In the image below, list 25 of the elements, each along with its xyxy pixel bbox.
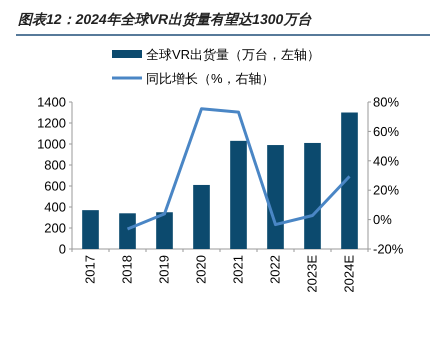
y2-tick-label: -20%: [373, 242, 404, 256]
x-tick-label: 2021: [230, 255, 246, 284]
x-tick-label: 2017: [82, 255, 98, 284]
x-tick-label: 2019: [156, 255, 172, 284]
y-tick-label: 400: [44, 200, 66, 214]
x-tick-label: 2022: [268, 255, 282, 284]
x-tick-label: 2024E: [342, 254, 356, 293]
y-tick-label: 1000: [37, 136, 66, 152]
y2-tick-label: 20%: [373, 182, 400, 198]
y-tick-label: 200: [44, 220, 66, 236]
legend-label: 同比增长（%，右轴）: [146, 71, 275, 86]
x-tick-label: 2018: [120, 255, 134, 284]
y-tick-label: 1400: [37, 94, 66, 110]
title: 图表12：2024年全球VR出货量有望达1300万台: [18, 11, 312, 27]
legend-label: 全球VR出货量（万台，左轴）: [146, 47, 320, 62]
x-tick-label: 2023E: [304, 254, 320, 293]
y2-tick-label: 60%: [373, 124, 400, 139]
x-tick-label: 2020: [194, 255, 208, 284]
y-tick-label: 600: [44, 178, 66, 194]
y-tick-label: 0: [58, 242, 66, 256]
y-tick-label: 1200: [37, 116, 66, 130]
y-tick-label: 800: [44, 158, 66, 172]
y2-tick-label: 80%: [373, 94, 400, 110]
y2-tick-label: 40%: [373, 153, 400, 168]
y2-tick-label: 0%: [373, 212, 392, 228]
